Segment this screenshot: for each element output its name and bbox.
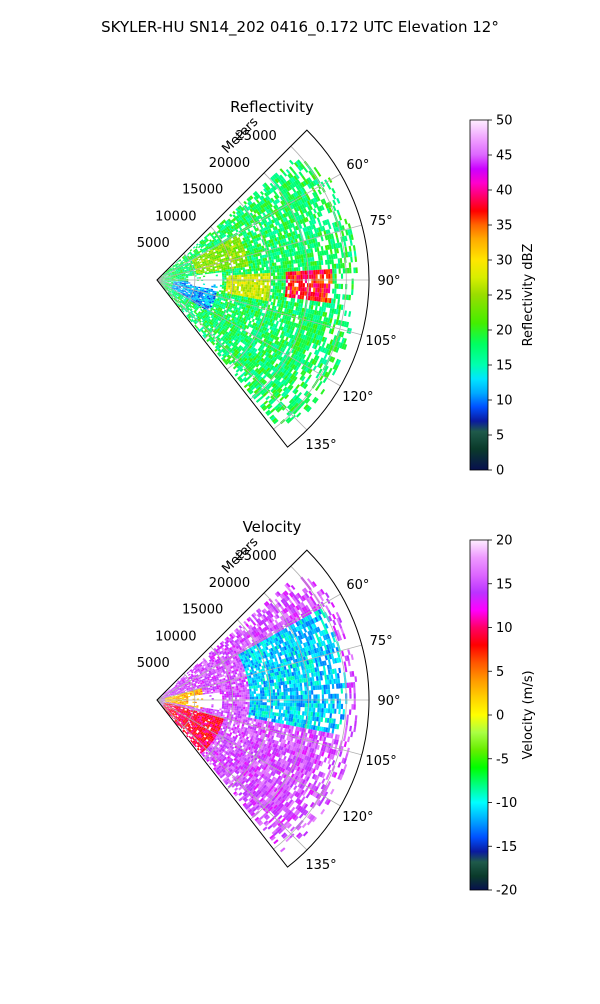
azimuth-spoke-1 — [156, 593, 341, 701]
velocity-panel: 500010000150002000025000Meters60°75°90°1… — [137, 518, 536, 899]
polar-grid — [156, 145, 369, 431]
reflectivity-panel: 500010000150002000025000Meters60°75°90°1… — [137, 98, 536, 479]
colorbar-tick-label: 5 — [496, 429, 504, 444]
colorbar-tick-label: 15 — [496, 577, 513, 592]
colorbar-tick-label: -15 — [496, 840, 517, 855]
range-ring-2 — [203, 226, 234, 340]
range-tick-label: 25000 — [235, 549, 276, 564]
azimuth-tick-label: 75° — [370, 214, 393, 229]
range-tick-label: 15000 — [182, 183, 223, 198]
azimuth-tick-label: 135° — [305, 438, 336, 453]
azimuth-tick-label: 60° — [346, 158, 369, 173]
sector-frame — [156, 129, 370, 448]
colorbar-label: Velocity (m/s) — [521, 670, 536, 759]
range-tick-label: 5000 — [137, 236, 170, 251]
colorbar-gradient — [469, 539, 489, 891]
range-ring-5 — [273, 565, 347, 850]
colorbar-gradient — [469, 119, 489, 471]
azimuth-spoke-6 — [156, 279, 308, 431]
range-tick-label: 5000 — [137, 656, 170, 671]
colorbar-tick-label: 15 — [496, 359, 513, 374]
colorbar-tick-label: 40 — [496, 184, 513, 199]
azimuth-spoke-1 — [156, 173, 341, 281]
range-tick-label: 20000 — [209, 576, 250, 591]
azimuth-spoke-2 — [156, 224, 362, 281]
colorbar: 0 5 10 15 20 25 30 35 40 45 50 Reflectivity dBZ — [469, 114, 536, 479]
azimuth-tick-label: 60° — [346, 578, 369, 593]
figure-title: SKYLER-HU SN14_202 0416_0.172 UTC Elevat… — [101, 18, 499, 37]
panel-title: Reflectivity — [230, 98, 314, 116]
colorbar-tick-label: 25 — [496, 289, 513, 304]
colorbar-tick-label: -20 — [496, 884, 517, 899]
azimuth-spoke-6 — [156, 699, 308, 851]
azimuth-spoke-4 — [156, 279, 362, 336]
colorbar-tick-label: 10 — [496, 394, 513, 409]
colorbar-tick-label: -5 — [496, 752, 509, 767]
range-tick-label: 25000 — [235, 129, 276, 144]
azimuth-spoke-5 — [156, 699, 341, 807]
panel-title: Velocity — [243, 518, 302, 536]
colorbar-tick-label: 5 — [496, 665, 504, 680]
range-ring-3 — [226, 619, 271, 790]
range-ring-4 — [249, 172, 309, 400]
azimuth-tick-label: 120° — [342, 390, 373, 405]
azimuth-tick-label: 135° — [305, 858, 336, 873]
colorbar-tick-label: 30 — [496, 254, 513, 269]
colorbar-label: Reflectivity dBZ — [521, 244, 536, 347]
colorbar-tick-label: 20 — [496, 534, 513, 549]
colorbar-tick-label: 45 — [496, 149, 513, 164]
azimuth-tick-label: 105° — [365, 334, 396, 349]
azimuth-tick-label: 90° — [377, 694, 400, 709]
azimuth-spoke-5 — [156, 279, 341, 387]
polar-grid — [156, 565, 369, 851]
azimuth-tick-label: 75° — [370, 634, 393, 649]
range-ring-1 — [180, 672, 196, 731]
colorbar-tick-label: 0 — [496, 464, 504, 479]
colorbar-tick-label: 20 — [496, 324, 513, 339]
azimuth-tick-label: 90° — [377, 274, 400, 289]
sector-frame — [156, 549, 370, 868]
range-tick-label: 15000 — [182, 603, 223, 618]
azimuth-tick-label: 105° — [365, 754, 396, 769]
colorbar-tick-label: -10 — [496, 796, 517, 811]
range-ring-4 — [249, 592, 309, 820]
azimuth-spoke-4 — [156, 699, 362, 756]
range-ring-2 — [203, 646, 234, 760]
colorbar-tick-label: 10 — [496, 621, 513, 636]
azimuth-spoke-2 — [156, 644, 362, 701]
range-ring-1 — [180, 252, 196, 311]
range-tick-label: 10000 — [155, 630, 196, 645]
range-tick-label: 20000 — [209, 156, 250, 171]
colorbar-tick-label: 0 — [496, 709, 504, 724]
range-tick-label: 10000 — [155, 210, 196, 225]
radar-echo-field — [159, 576, 358, 853]
range-ring-5 — [273, 145, 347, 430]
colorbar-tick-label: 35 — [496, 219, 513, 234]
colorbar-tick-label: 50 — [496, 114, 513, 129]
azimuth-tick-label: 120° — [342, 810, 373, 825]
range-ring-3 — [226, 199, 271, 370]
colorbar: -20 -15 -10 -5 0 5 10 15 20 Velocity (m/s) — [469, 534, 536, 899]
